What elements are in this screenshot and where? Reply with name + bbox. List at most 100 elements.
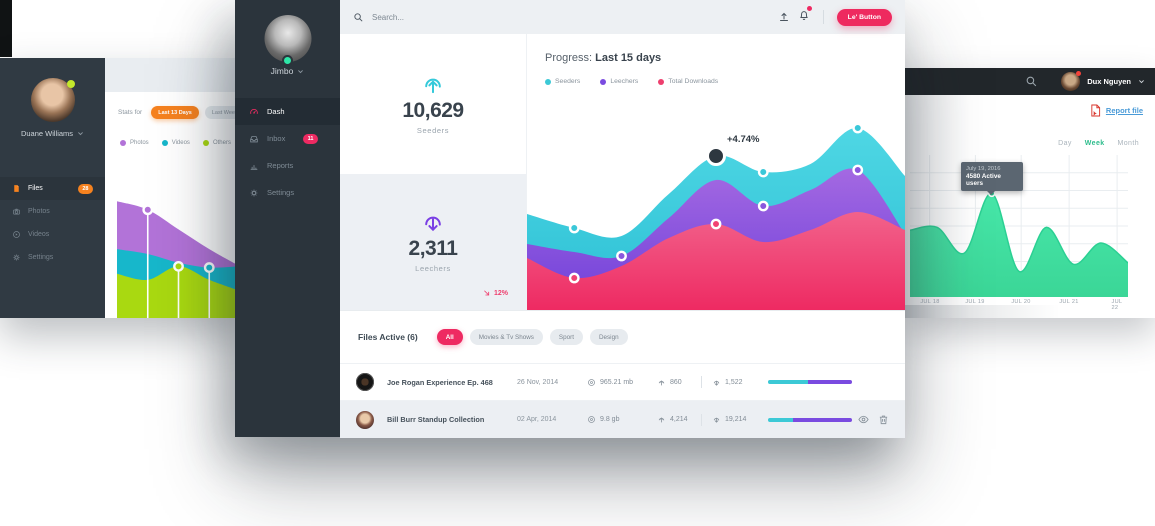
dashboard-sidebar: Jimbo Dash Inbox 11 Reports <box>235 0 340 437</box>
leechers-label: Leechers <box>415 263 451 273</box>
avatar <box>1061 72 1081 91</box>
chevron-down-icon[interactable] <box>1138 78 1145 85</box>
x-axis-label: JUL 18 <box>920 299 940 305</box>
chevron-down-icon[interactable] <box>77 130 84 137</box>
sidebar-item-label: Photos <box>28 208 50 215</box>
gear-icon <box>13 254 20 261</box>
file-downloads: 1,522 <box>712 378 768 387</box>
x-axis-labels: JUL 18 JUL 19 JUL 20 JUL 21 JUL 22 <box>910 299 1128 311</box>
sidebar-item-reports[interactable]: Reports <box>235 152 340 179</box>
search-icon[interactable] <box>1025 75 1038 88</box>
disc-icon <box>588 416 595 423</box>
legend-dot <box>161 140 168 146</box>
legend-dot <box>202 140 209 146</box>
search-icon[interactable] <box>353 12 364 23</box>
sidebar-item-files[interactable]: Files 28 <box>0 177 105 200</box>
files-section: Files Active (6) All Movies & Tv Shows S… <box>340 310 905 438</box>
bar-segment-seeders <box>768 380 809 384</box>
range-last-13-days-button[interactable]: Last 13 Days <box>151 106 199 119</box>
media-stats-window: Duane Williams Files 28 Photos Videos <box>0 58 242 318</box>
bar-segment-leechers <box>808 380 852 384</box>
filter-chip-sport[interactable]: Sport <box>549 329 583 345</box>
inbox-icon <box>250 135 258 142</box>
sidebar-item-settings[interactable]: Settings <box>0 246 105 269</box>
leechers-value: 2,311 <box>408 236 458 260</box>
user-menu-dux[interactable] <box>1061 71 1082 91</box>
legend-item-leechers: Leechers <box>600 78 638 85</box>
sidebar-menu: Files 28 Photos Videos Settings <box>0 177 105 269</box>
upload-icon[interactable] <box>778 11 790 23</box>
topbar: Le' Button <box>340 0 905 34</box>
sidebar-item-label: Settings <box>28 254 54 261</box>
file-size: 9.8 gb <box>587 415 657 424</box>
bell-icon <box>799 11 808 20</box>
chart-tooltip: July 19, 2016 4580 Active users <box>961 162 1023 195</box>
panel-header-band <box>105 58 242 92</box>
le-button[interactable]: Le' Button <box>836 8 892 26</box>
media-sidebar: Duane Williams Files 28 Photos Videos <box>0 58 105 318</box>
pdf-icon <box>1091 104 1100 117</box>
table-row[interactable]: Bill Burr Standup Collection 02 Apr, 201… <box>340 400 905 438</box>
tab-month[interactable]: Month <box>1117 140 1139 147</box>
seed-ratio-bar <box>768 380 852 384</box>
file-icon <box>14 185 19 192</box>
legend-item-seeders: Seeders <box>545 78 580 85</box>
files-title: Files Active (6) <box>358 332 418 342</box>
legend-dot <box>600 78 607 85</box>
legend-dot <box>658 78 665 85</box>
user-name: Duane Williams <box>20 129 74 138</box>
search-input[interactable] <box>372 12 770 22</box>
media-chart-legend: Photos Videos Others <box>120 140 231 146</box>
table-row[interactable]: Joe Rogan Experience Ep. 468 26 Nov, 201… <box>340 363 905 400</box>
user-menu-duane[interactable] <box>30 78 75 122</box>
sidebar-item-photos[interactable]: Photos <box>0 200 105 223</box>
filter-chip-all[interactable]: All <box>436 329 463 345</box>
legend-item-photos: Photos <box>120 140 149 146</box>
file-avatar <box>356 410 374 429</box>
range-last-week-button[interactable]: Last Week <box>204 106 242 119</box>
stats-for-label: Stats for <box>118 109 143 116</box>
progress-chart <box>527 122 905 310</box>
file-downloads: 19,214 <box>712 415 768 424</box>
chevron-down-icon[interactable] <box>297 68 304 75</box>
sidebar-item-settings[interactable]: Settings <box>235 179 340 206</box>
sidebar-menu: Dash Inbox 11 Reports Settings <box>235 98 340 206</box>
chart-annotation: +4.74% <box>727 134 760 145</box>
files-header: Files Active (6) All Movies & Tv Shows S… <box>340 311 905 363</box>
seeders-stat: 10,629 Seeders <box>340 34 526 174</box>
progress-title: Progress: Last 15 days <box>545 52 662 64</box>
notification-dot <box>806 6 812 11</box>
eye-icon[interactable] <box>858 414 869 425</box>
filter-chip-design[interactable]: Design <box>589 329 628 345</box>
sidebar-item-dash[interactable]: Dash <box>235 98 340 125</box>
download-cloud-icon <box>425 216 441 231</box>
period-tabs: Day Week Month <box>1058 140 1139 147</box>
tab-day[interactable]: Day <box>1058 140 1072 147</box>
online-status-dot <box>66 80 75 88</box>
report-file-link[interactable]: Report file <box>1090 104 1143 117</box>
tooltip-date: July 19, 2016 <box>966 166 1001 172</box>
tooltip-value: 4580 Active users <box>966 173 1001 187</box>
sidebar-item-inbox[interactable]: Inbox 11 <box>235 125 340 152</box>
x-axis-label: JUL 19 <box>965 299 985 305</box>
stats-column: 10,629 Seeders 2,311 Leechers 12% <box>340 34 527 310</box>
user-menu-jimbo[interactable] <box>264 15 311 66</box>
filter-chip-movies-tv[interactable]: Movies & Tv Shows <box>469 329 543 345</box>
sidebar-item-videos[interactable]: Videos <box>0 223 105 246</box>
inbox-count-badge: 11 <box>303 133 318 144</box>
leechers-stat: 2,311 Leechers 12% <box>340 174 526 310</box>
arrow-up-icon <box>658 417 665 423</box>
trash-icon[interactable] <box>878 414 889 425</box>
media-stats-content: Stats for Last 13 Days Last Week Photos … <box>105 58 242 318</box>
torrent-dashboard-window: Jimbo Dash Inbox 11 Reports <box>235 0 905 438</box>
legend-dot <box>120 140 126 146</box>
leechers-trend: 12% <box>483 289 508 297</box>
background-window-fragment <box>0 0 12 57</box>
notifications-button[interactable] <box>798 6 812 26</box>
sidebar-item-label: Reports <box>267 161 294 170</box>
tab-week[interactable]: Week <box>1084 140 1105 147</box>
seeders-value: 10,629 <box>402 98 464 122</box>
seed-ratio-bar <box>768 417 852 422</box>
arrow-down-icon <box>713 417 720 423</box>
